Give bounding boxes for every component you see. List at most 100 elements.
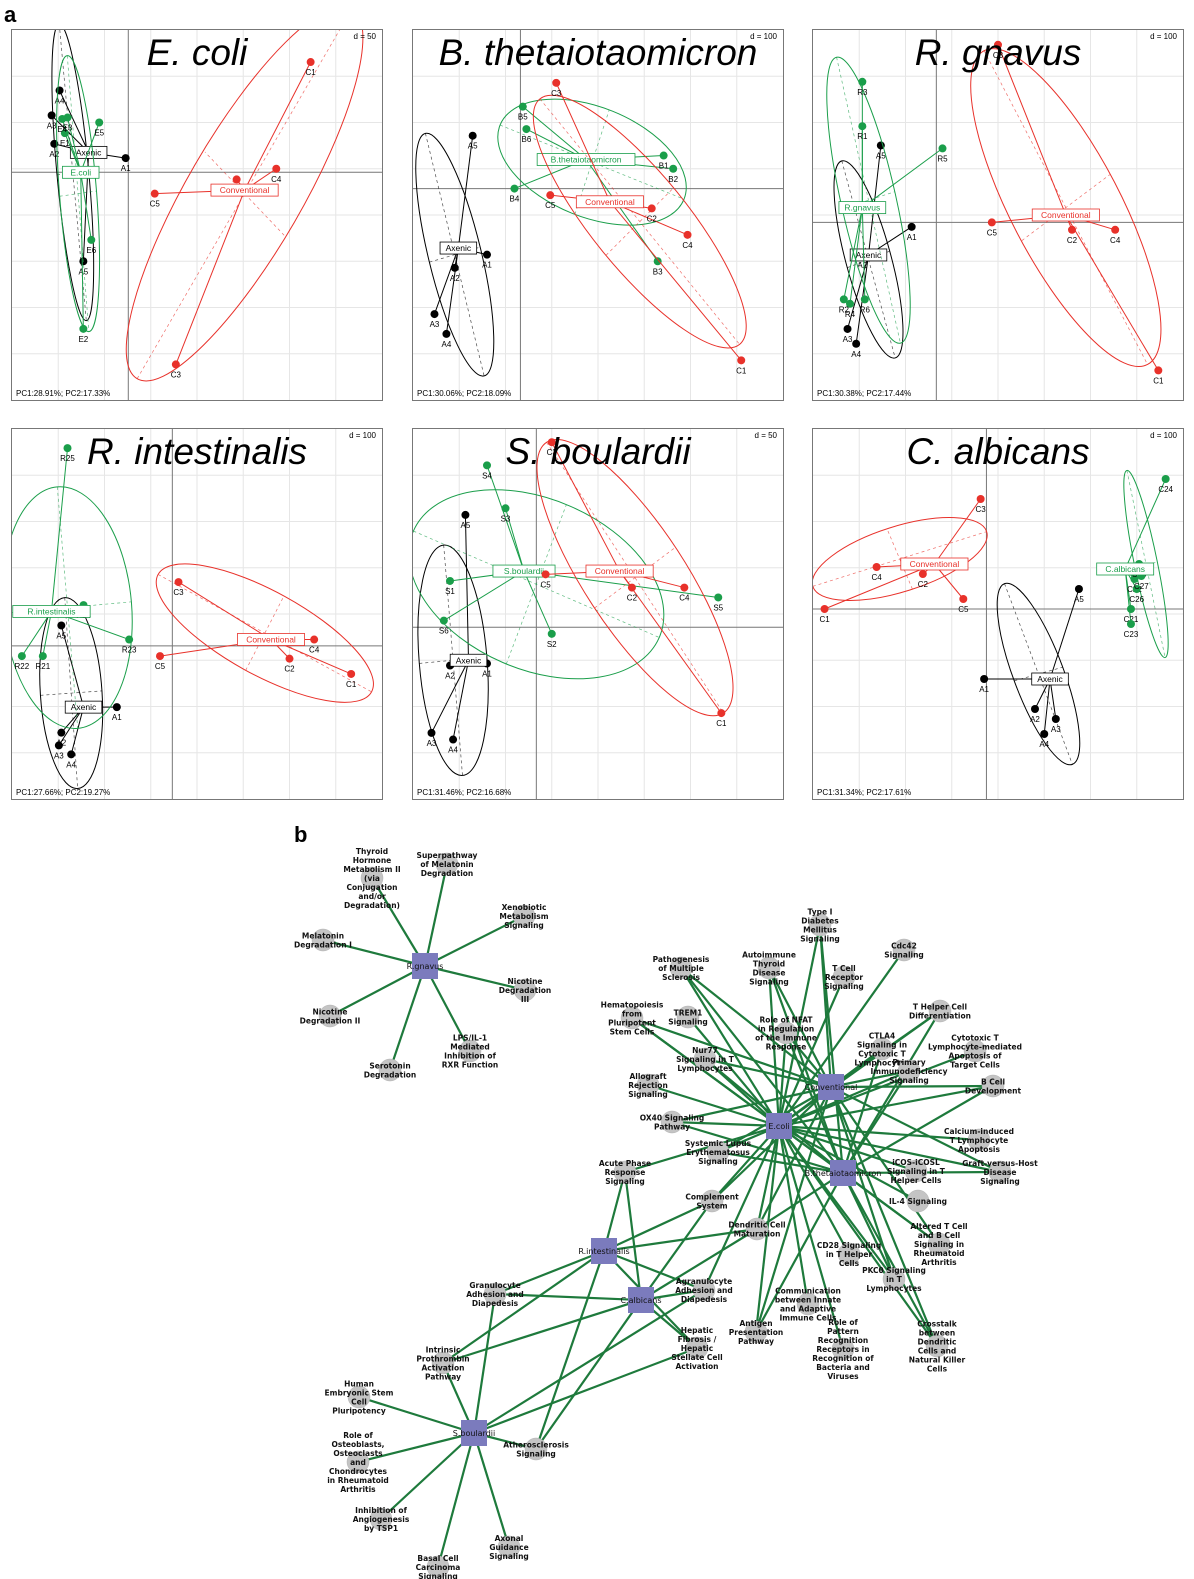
network-edge xyxy=(702,1125,781,1291)
sample-label: A1 xyxy=(482,670,492,679)
sample-point xyxy=(907,222,916,231)
sample-point xyxy=(54,741,63,750)
sample-point xyxy=(552,78,561,87)
group-label-box xyxy=(575,195,644,209)
group-label-box xyxy=(236,633,305,646)
network-edge xyxy=(473,1289,705,1434)
pathway-label: Intrinsic Prothrombin Activation Pathway xyxy=(416,1346,469,1382)
pca-title: C. albicans xyxy=(906,431,1090,472)
ellipse-axis xyxy=(204,151,285,236)
sample-point xyxy=(717,709,726,718)
pathway-label: Nur77 Signaling in T Lymphocytes xyxy=(676,1046,735,1073)
network-edge xyxy=(778,1125,850,1255)
sample-point xyxy=(659,151,668,160)
sample-label: B2 xyxy=(668,175,678,184)
pathway-node xyxy=(882,1267,906,1291)
pathway-node xyxy=(318,1004,342,1028)
sample-point xyxy=(1126,620,1135,628)
sample-point xyxy=(680,583,689,592)
star-line xyxy=(997,44,1067,216)
network-edge xyxy=(494,1249,605,1296)
network-edge xyxy=(472,1293,497,1434)
star-line xyxy=(443,570,525,622)
pathway-node xyxy=(870,1037,894,1061)
pathway-label: CD28 Signaling in T Helper Cells xyxy=(817,1241,881,1268)
sample-point xyxy=(858,77,867,86)
sample-label: A4 xyxy=(448,746,458,755)
sample-point xyxy=(547,438,556,447)
group-label: Conventional xyxy=(246,635,296,645)
network-edge xyxy=(671,1120,844,1175)
microbe-node xyxy=(412,953,438,979)
pathway-node xyxy=(613,1160,637,1184)
pathway-label: Altered T Cell and B Cell Signaling in Rheu… xyxy=(910,1222,967,1267)
network-edge xyxy=(357,1431,475,1464)
confidence-ellipse xyxy=(970,48,1162,368)
sample-point xyxy=(461,510,470,519)
group-label-box xyxy=(62,165,100,179)
sample-point xyxy=(446,576,454,585)
pathway-node xyxy=(435,852,459,876)
sample-point xyxy=(450,263,459,272)
sample-label: C5 xyxy=(987,228,998,237)
sample-label: A3 xyxy=(430,320,440,329)
network-edge xyxy=(711,1086,832,1202)
star-line xyxy=(522,106,587,160)
sample-point xyxy=(1161,475,1170,483)
sample-point xyxy=(1132,585,1141,593)
group-label: Conventional xyxy=(595,566,645,576)
sample-label: B5 xyxy=(518,113,528,122)
sample-label: R5 xyxy=(937,154,948,163)
pathway-node xyxy=(360,866,384,890)
microbe-label: B.thetaiotaomicron xyxy=(805,1169,882,1178)
pathway-label: Cytotoxic T Lymphocyte-mediated Apoptosis … xyxy=(928,1034,1022,1070)
pca-title: B. thetaiotaomicron xyxy=(438,32,758,73)
sample-label: C4 xyxy=(679,594,690,603)
network-edge xyxy=(494,1292,642,1302)
pathway-label: Role of Pattern Recognition Receptors in Rec… xyxy=(812,1318,874,1381)
sample-point xyxy=(63,113,72,122)
sample-point xyxy=(1040,730,1049,738)
pathway-label: Allograft Rejection Signaling xyxy=(628,1072,668,1099)
pathway-node xyxy=(311,928,335,952)
group-label: S.boulardii xyxy=(504,566,544,576)
sample-label: A4 xyxy=(442,340,452,349)
network-edge xyxy=(603,1200,713,1252)
pathway-label: PKCθ Signaling in T Lymphocytes xyxy=(862,1266,926,1293)
pathway-label: iCOS-iCOSL Signaling in T Helper Cells xyxy=(887,1158,946,1185)
network-edge xyxy=(472,1432,511,1548)
pathway-node xyxy=(483,1282,507,1306)
pathway-node xyxy=(620,1006,644,1030)
network-edge xyxy=(680,967,780,1127)
star-line xyxy=(1043,678,1051,735)
sample-label: A5 xyxy=(468,142,478,151)
pathway-node xyxy=(369,1507,393,1531)
star-line xyxy=(1124,568,1132,625)
sample-point xyxy=(669,164,678,173)
sample-label: S5 xyxy=(713,603,723,612)
group-label-box xyxy=(1031,672,1069,686)
sample-label: C4 xyxy=(682,241,693,250)
star-line xyxy=(847,254,869,330)
sample-point xyxy=(483,250,491,259)
microbe-node xyxy=(818,1074,844,1100)
variance-label: PC1:27.66%; PC2:19.27% xyxy=(16,788,111,797)
pathway-label: Role of NFAT in Regulation of the Immune Re… xyxy=(755,1016,817,1052)
sample-label: R25 xyxy=(60,454,75,463)
grid-scale-label: d = 100 xyxy=(349,431,376,440)
sample-label: C3 xyxy=(551,89,562,98)
sample-point xyxy=(976,495,985,503)
sample-label: A1 xyxy=(482,261,492,270)
star-line xyxy=(555,82,611,202)
sample-label: A1 xyxy=(907,233,917,242)
pca-plot: A1 A2 A3 A4 A5 Axenic S1 S2 S3 S4 S5 S6 S.boulardii C… xyxy=(413,429,783,799)
sample-label: A3 xyxy=(843,335,853,344)
pathway-node xyxy=(524,1437,548,1461)
pathway-label: Primary Immunodeficiency Signaling xyxy=(870,1058,947,1085)
sample-label: A2 xyxy=(49,150,59,159)
star-line xyxy=(464,514,469,661)
group-label: Axenic xyxy=(456,655,482,665)
sample-point xyxy=(150,189,159,198)
network-edge xyxy=(842,1085,994,1174)
pca-panel-1: A1A2A3A4A5AxenicE1E2E4E5E6E3E.coliC1C2C3… xyxy=(11,29,383,401)
